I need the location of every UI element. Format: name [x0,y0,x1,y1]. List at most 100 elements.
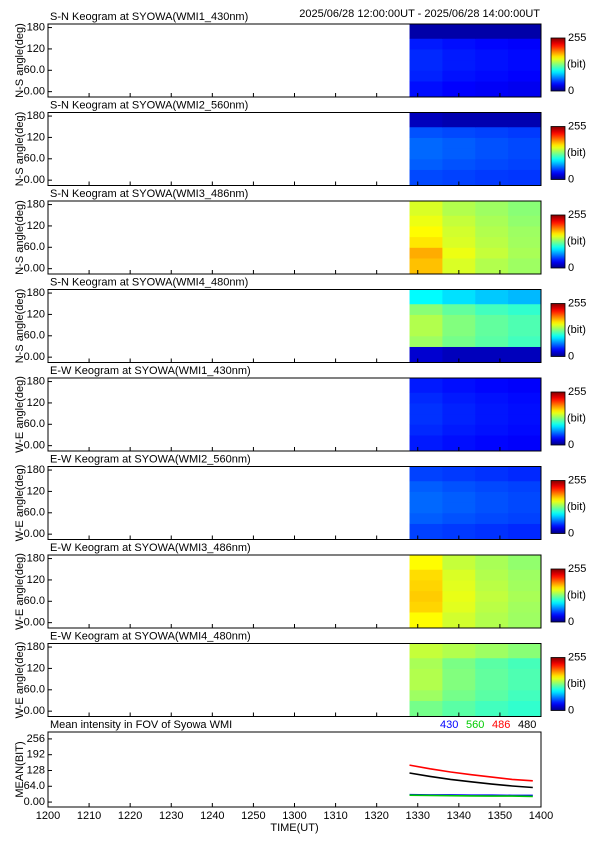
colorbar [550,568,566,623]
colorbar [550,391,566,446]
colorbar-tick-label: 0 [568,527,574,539]
plot-area [409,201,542,275]
heatmap-cell [442,502,476,514]
panel-title: Mean intensity in FOV of Syowa WMI [50,719,232,731]
heatmap-cell [475,70,509,82]
heatmap-cell [442,236,476,248]
heatmap-cell [409,325,443,337]
heatmap-cell [475,378,509,393]
heatmap-cell [475,611,509,629]
heatmap-cell [442,590,476,602]
colorbar-label: (bit) [567,589,586,601]
heatmap-cell [475,657,509,669]
heatmap-cell [409,502,443,514]
heatmap-cell [508,569,542,581]
colorbar-tick-label: 255 [568,563,586,575]
heatmap-cell [508,643,542,659]
heatmap-cell [508,70,542,82]
colorbar-tick-label: 0 [568,704,574,716]
plot-area [409,555,542,629]
heatmap-cell [508,158,542,170]
heatmap-cell [409,378,443,393]
panel-title: E-W Keogram at SYOWA(WMI4_480nm) [50,630,251,642]
heatmap-cell [475,225,509,238]
x-tick-label: 1220 [118,810,142,822]
colorbar [550,37,566,92]
heatmap-cell [475,80,509,98]
heatmap-cell [442,126,476,138]
heatmap-cell [508,48,542,61]
heatmap-cell [508,590,542,602]
heatmap-cell [409,689,443,701]
heatmap-cell [475,512,509,524]
heatmap-cell [475,236,509,248]
y-tick-label: 180 [27,375,45,387]
heatmap-cell [442,303,476,315]
heatmap-cell [442,247,476,259]
heatmap-cell [508,148,542,160]
y-axis-label: W-E angle(deg) [14,465,26,542]
heatmap-cell [442,24,476,39]
heatmap-cell [508,466,542,482]
heatmap-cell [475,112,509,128]
heatmap-cell [409,38,443,50]
heatmap-cell [475,668,509,680]
heatmap-cell [508,700,542,717]
heatmap-cell [508,236,542,248]
heatmap-cell [475,247,509,259]
heatmap-cell [409,402,443,415]
heatmap-cell [442,434,476,452]
heatmap-cell [475,126,509,138]
heatmap-cell [409,24,443,39]
y-tick-label: 120 [27,662,45,674]
heatmap-cell [475,555,509,570]
heatmap-cell [475,424,509,436]
heatmap-cell [475,523,509,540]
heatmap-cell [508,512,542,524]
heatmap-cell [442,325,476,337]
plot-area [409,112,542,186]
heatmap-cell [508,392,542,404]
series-line [409,772,533,789]
y-tick-label: 60.0 [24,64,45,76]
legend-entry: 430 [440,719,458,731]
colorbar-tick-label: 255 [568,297,586,309]
colorbar-label: (bit) [567,678,586,690]
heatmap-cell [409,424,443,436]
heatmap-cell [475,679,509,691]
heatmap-cell [475,466,509,482]
y-tick-label: 180 [27,641,45,653]
heatmap-cell [409,289,443,305]
heatmap-cell [442,611,476,629]
heatmap-cell [508,378,542,393]
heatmap-cell [508,424,542,436]
heatmap-cell [475,257,509,275]
y-tick-label: 0.00 [24,796,45,808]
heatmap-cell [409,247,443,259]
heatmap-cell [409,555,443,570]
y-tick-label: 60.0 [24,153,45,165]
plot-area [409,466,542,540]
heatmap-cell [409,148,443,160]
heatmap-cell [475,59,509,71]
x-tick-label: 1210 [77,810,101,822]
heatmap-cell [442,225,476,238]
heatmap-cell [442,215,476,227]
y-axis-label: W-E angle(deg) [14,553,26,630]
heatmap-cell [475,215,509,227]
x-tick-label: 1350 [488,810,512,822]
y-tick-label: 0.00 [24,528,45,540]
heatmap-cell [409,257,443,275]
heatmap-cell [442,289,476,305]
x-tick-label: 1310 [323,810,347,822]
colorbar-tick-label: 255 [568,32,586,44]
heatmap-cell [442,70,476,82]
heatmap-cell [508,555,542,570]
heatmap-cell [508,169,542,186]
y-tick-label: 192 [27,749,45,761]
heatmap-cell [442,48,476,61]
y-axis-label: N-S angle(deg) [14,112,26,187]
colorbar-label: (bit) [567,147,586,159]
heatmap-cell [409,169,443,186]
